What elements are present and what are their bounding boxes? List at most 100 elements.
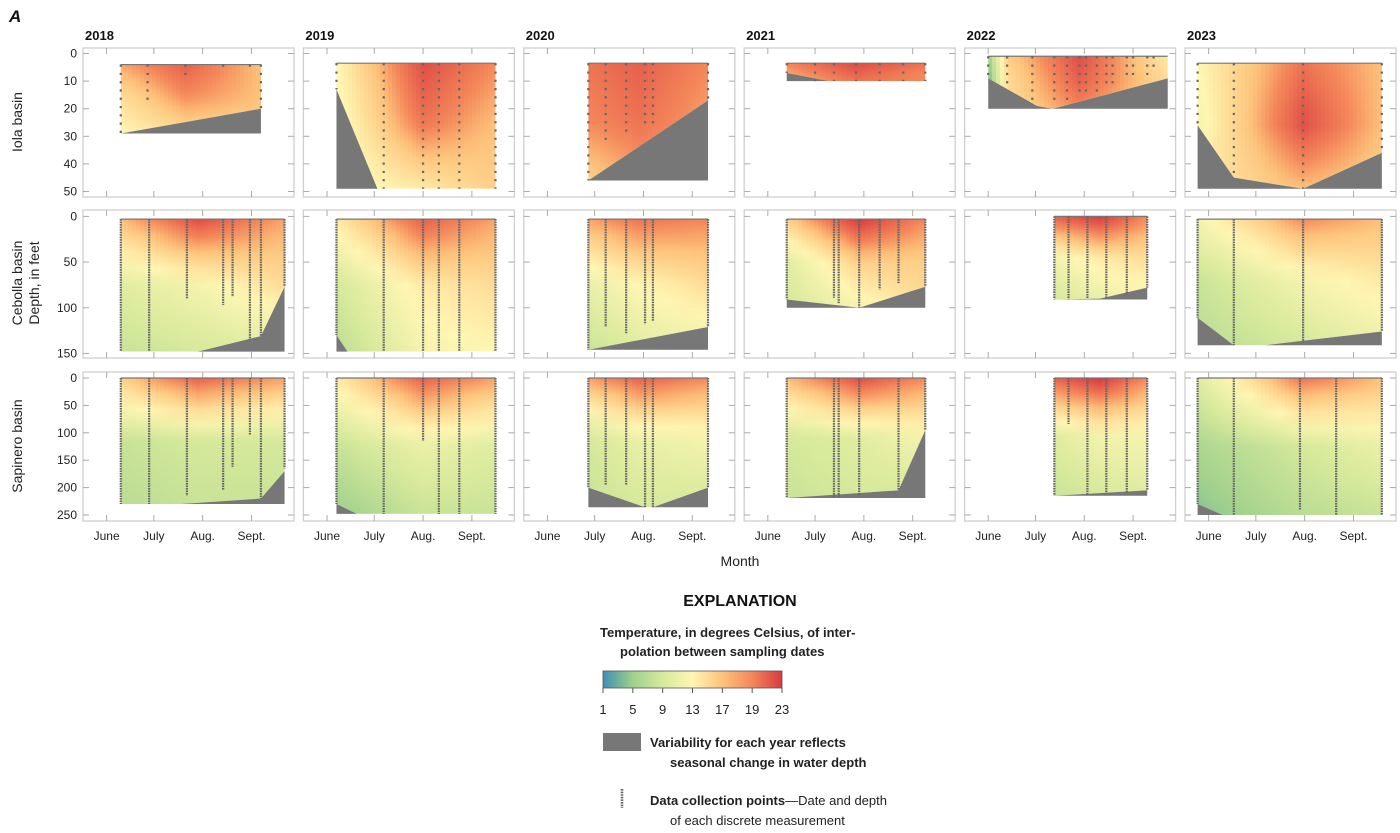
heatmap-strip <box>672 219 677 350</box>
heatmap-strip <box>996 56 1001 109</box>
heatmap-strip <box>632 219 637 350</box>
heatmap-strip <box>1114 378 1119 496</box>
heatmap-strip <box>1229 378 1234 515</box>
x-tick-label: June <box>314 529 340 543</box>
heatmap-strip <box>228 64 233 134</box>
heatmap-strip <box>628 219 633 350</box>
heatmap-strip <box>672 63 677 181</box>
heatmap-strip <box>392 63 397 189</box>
heatmap-strip <box>1138 216 1143 300</box>
heatmap-strip <box>1229 219 1234 346</box>
heatmap-strip <box>124 219 129 352</box>
heatmap-strip <box>1128 56 1133 109</box>
heatmap-strip <box>360 219 365 352</box>
heatmap-strip <box>1070 216 1075 300</box>
heatmap-strip <box>196 378 201 505</box>
heatmap-strip <box>492 378 496 514</box>
heatmap-strip <box>1102 216 1107 300</box>
heatmap-strip <box>660 63 665 181</box>
x-tick-label: Aug. <box>190 529 215 543</box>
heatmap-strip <box>128 219 133 352</box>
heatmap-strip <box>708 378 709 508</box>
heatmap-strip <box>1241 63 1246 189</box>
y-tick-label: 100 <box>57 301 77 315</box>
heatmap-strip <box>1082 378 1087 496</box>
heatmap-strip <box>648 63 653 181</box>
x-tick-label: July <box>584 529 605 543</box>
heatmap-strip <box>1082 216 1087 300</box>
heatmap-strip <box>842 378 847 498</box>
heatmap-strip <box>1257 378 1262 515</box>
heatmap-strip <box>196 219 201 352</box>
heatmap-strip <box>790 378 795 498</box>
heatmap-strip <box>1130 378 1135 496</box>
heatmap-strip <box>1313 378 1318 515</box>
heatmap-strip <box>1040 56 1045 109</box>
heatmap-strip <box>620 63 625 181</box>
temperature-heatmap <box>1197 63 1382 189</box>
heatmap-strip <box>1265 219 1270 346</box>
heatmap-strip <box>894 378 899 498</box>
heatmap-strip <box>640 63 645 181</box>
bathymetry-area <box>1197 125 1382 189</box>
heatmap-strip <box>344 378 349 514</box>
heatmap-strip <box>624 378 629 508</box>
heatmap-strip <box>1269 219 1274 346</box>
heatmap-strip <box>846 219 851 308</box>
heatmap-strip <box>1126 378 1131 496</box>
heatmap-strip <box>172 219 177 352</box>
heatmap-strip <box>890 219 895 308</box>
heatmap-strip <box>188 219 193 352</box>
heatmap-strip <box>1090 378 1095 496</box>
heatmap-strip <box>184 64 189 134</box>
heatmap-strip <box>164 64 169 134</box>
heatmap-strip <box>704 378 709 508</box>
heatmap-strip <box>396 378 401 514</box>
heatmap-strip <box>276 219 281 352</box>
heatmap-strip <box>814 63 819 82</box>
heatmap-strip <box>464 63 469 189</box>
heatmap-strip <box>660 378 665 508</box>
heatmap-strip <box>452 219 457 352</box>
heatmap-strip <box>664 219 669 350</box>
heatmap-strip <box>1124 56 1129 109</box>
heatmap-strip <box>372 378 377 514</box>
heatmap-strip <box>1345 63 1350 189</box>
heatmap-strip <box>468 63 473 189</box>
x-tick-label: Sept. <box>237 529 265 543</box>
heatmap-strip <box>396 219 401 352</box>
heatmap-strip <box>252 64 257 134</box>
heatmap-strip <box>404 378 409 514</box>
panel-sapinero-2022: June July Aug. Sept. <box>963 371 1177 543</box>
heatmap-strip <box>416 219 421 352</box>
heatmap-strip <box>1349 63 1354 189</box>
heatmap-strip <box>838 63 843 82</box>
year-title: 2019 <box>305 28 334 43</box>
heatmap-strip <box>910 378 915 498</box>
heatmap-strip <box>1237 219 1242 346</box>
heatmap-strip <box>168 219 173 352</box>
heatmap-strip <box>588 63 593 181</box>
heatmap-strip <box>1098 216 1103 300</box>
heatmap-strip <box>452 378 457 514</box>
heatmap-strip <box>380 219 385 352</box>
heatmap-strip <box>1281 378 1286 515</box>
heatmap-strip <box>802 63 807 82</box>
heatmap-strip <box>1106 216 1111 300</box>
heatmap-strip <box>256 219 261 352</box>
heatmap-strip <box>420 378 425 514</box>
heatmap-strip <box>1365 63 1370 189</box>
heatmap-strip <box>810 378 815 498</box>
temperature-heatmap <box>120 378 285 505</box>
heatmap-strip <box>1277 219 1282 346</box>
heatmap-strip <box>898 63 903 82</box>
heatmap-strip <box>818 219 823 308</box>
heatmap-strip <box>1325 63 1330 189</box>
heatmap-strip <box>352 219 357 352</box>
heatmap-strip <box>1028 56 1033 109</box>
year-title: 2018 <box>85 28 114 43</box>
heatmap-strip <box>208 378 213 505</box>
heatmap-strip <box>1293 378 1298 515</box>
colorbar-tick-label: 13 <box>685 702 699 717</box>
colorbar-title-line2: polation between sampling dates <box>620 644 824 659</box>
